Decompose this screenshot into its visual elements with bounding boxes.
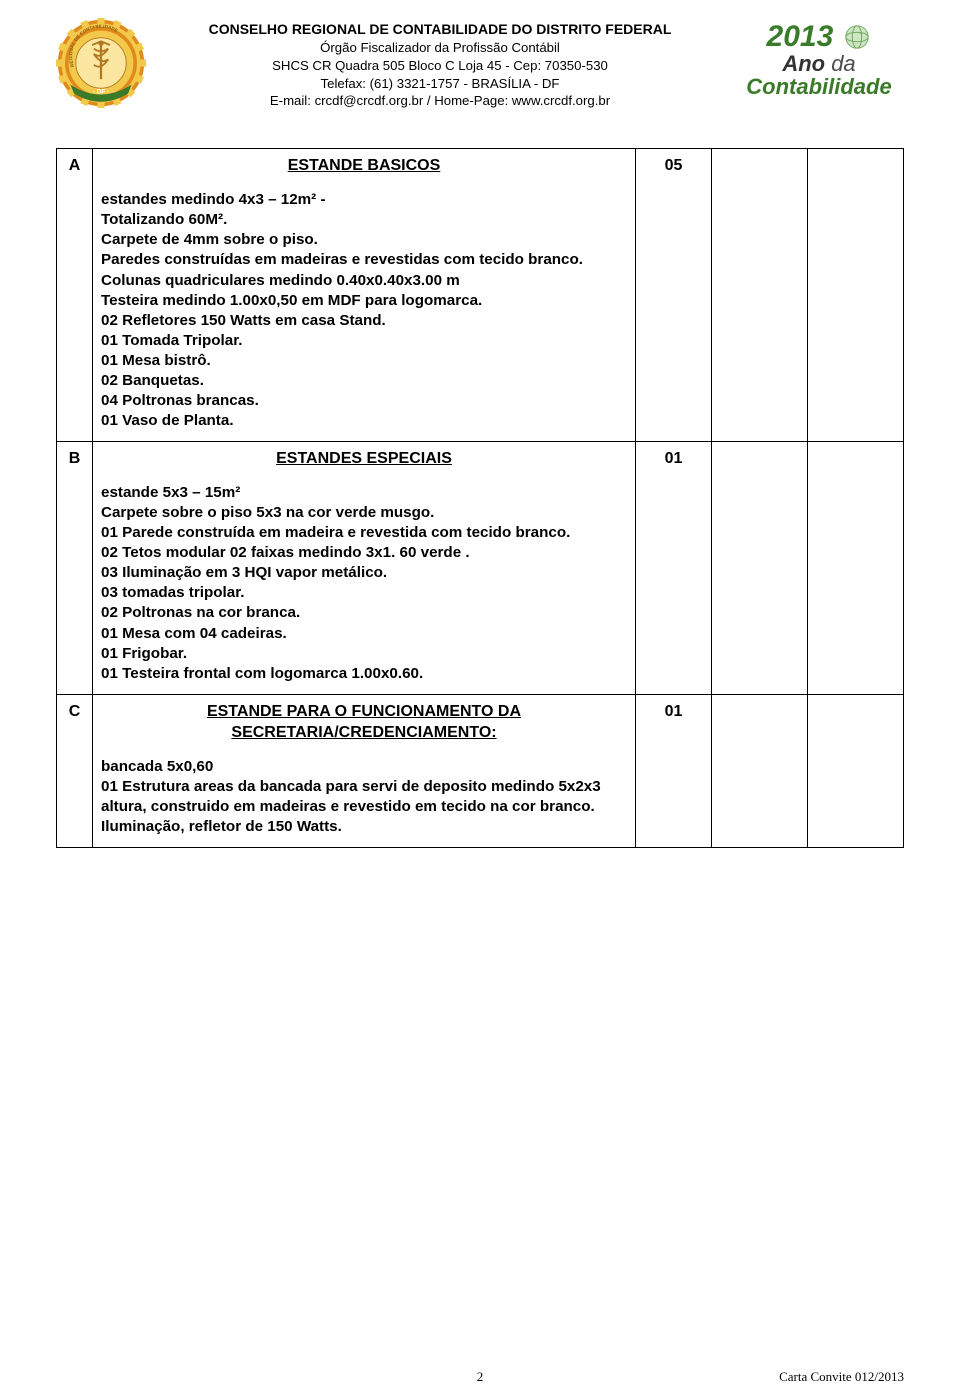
crc-df-seal-logo: · DF · REGIONAL DE CONTABILIDADE bbox=[56, 18, 146, 108]
row-body-line: 03 Iluminação em 3 HQI vapor metálico. bbox=[101, 563, 627, 583]
row-description: ESTANDE BASICOS estandes medindo 4x3 – 12… bbox=[93, 149, 636, 442]
row-description: ESTANDES ESPECIAIS estande 5x3 – 15m²Carp… bbox=[93, 442, 636, 695]
row-body-line: Carpete de 4mm sobre o piso. bbox=[101, 230, 627, 250]
row-qty: 01 bbox=[636, 694, 712, 847]
row-body: estande 5x3 – 15m²Carpete sobre o piso 5… bbox=[101, 483, 627, 684]
row-body-line: 03 tomadas tripolar. bbox=[101, 583, 627, 603]
row-empty-col-1 bbox=[712, 442, 808, 695]
row-body-line: Colunas quadriculares medindo 0.40x0.40x… bbox=[101, 271, 627, 291]
year-2013: 2013 bbox=[767, 22, 834, 52]
org-name: CONSELHO REGIONAL DE CONTABILIDADE DO DI… bbox=[160, 20, 720, 39]
org-phone: Telefax: (61) 3321-1757 - BRASÍLIA - DF bbox=[160, 75, 720, 93]
page-number: 2 bbox=[477, 1369, 484, 1385]
row-body-line: 01 Mesa com 04 cadeiras. bbox=[101, 624, 627, 644]
row-body-line: Totalizando 60M². bbox=[101, 210, 627, 230]
table-row: CESTANDE PARA O FUNCIONAMENTO DA SECRETA… bbox=[57, 694, 904, 847]
globe-icon bbox=[843, 23, 871, 51]
row-body-line: 02 Banquetas. bbox=[101, 371, 627, 391]
document-header: · DF · REGIONAL DE CONTABILIDADE bbox=[56, 18, 904, 110]
row-body-line: Iluminação, refletor de 150 Watts. bbox=[101, 817, 627, 837]
row-title: ESTANDES ESPECIAIS bbox=[101, 448, 627, 469]
row-body-line: 01 Parede construída em madeira e revest… bbox=[101, 523, 627, 543]
row-body-line: 02 Poltronas na cor branca. bbox=[101, 603, 627, 623]
org-subtitle: Órgão Fiscalizador da Profissão Contábil bbox=[160, 39, 720, 57]
row-body-line: Paredes construídas em madeiras e revest… bbox=[101, 250, 627, 270]
ano-contabilidade-logo: 2013 Ano da Contabilidade bbox=[734, 18, 904, 98]
table-row: B ESTANDES ESPECIAIS estande 5x3 – 15m²Car… bbox=[57, 442, 904, 695]
row-body-line: estandes medindo 4x3 – 12m² - bbox=[101, 190, 627, 210]
row-empty-col-2 bbox=[808, 442, 904, 695]
row-body-line: 02 Tetos modular 02 faixas medindo 3x1. … bbox=[101, 543, 627, 563]
footer-reference: Carta Convite 012/2013 bbox=[779, 1369, 904, 1385]
ano-da: da bbox=[825, 51, 856, 76]
row-title: ESTANDE PARA O FUNCIONAMENTO DA SECRETAR… bbox=[101, 701, 627, 743]
ano-da-text: Ano da bbox=[734, 52, 904, 75]
row-body-line: 01 Mesa bistrô. bbox=[101, 351, 627, 371]
row-body-line: 01 Frigobar. bbox=[101, 644, 627, 664]
row-qty: 05 bbox=[636, 149, 712, 442]
row-empty-col-1 bbox=[712, 694, 808, 847]
table-row: A ESTANDE BASICOS estandes medindo 4x3 – 1… bbox=[57, 149, 904, 442]
row-qty: 01 bbox=[636, 442, 712, 695]
ano-bold: Ano bbox=[782, 51, 825, 76]
letterhead-text: CONSELHO REGIONAL DE CONTABILIDADE DO DI… bbox=[160, 18, 720, 110]
row-body-line: Carpete sobre o piso 5x3 na cor verde mu… bbox=[101, 503, 627, 523]
org-contact: E-mail: crcdf@crcdf.org.br / Home-Page: … bbox=[160, 92, 720, 110]
row-title: ESTANDE BASICOS bbox=[101, 155, 627, 176]
row-letter: B bbox=[57, 442, 93, 695]
row-empty-col-2 bbox=[808, 694, 904, 847]
row-body-line: Testeira medindo 1.00x0,50 em MDF para l… bbox=[101, 291, 627, 311]
row-body: bancada 5x0,6001 Estrutura areas da banc… bbox=[101, 757, 627, 837]
row-empty-col-2 bbox=[808, 149, 904, 442]
row-body-line: 01 Testeira frontal com logomarca 1.00x0… bbox=[101, 664, 627, 684]
estandes-table: A ESTANDE BASICOS estandes medindo 4x3 – 1… bbox=[56, 148, 904, 848]
row-body-line: 01 Estrutura areas da bancada para servi… bbox=[101, 777, 627, 817]
org-address: SHCS CR Quadra 505 Bloco C Loja 45 - Cep… bbox=[160, 57, 720, 75]
contabilidade-text: Contabilidade bbox=[734, 75, 904, 98]
row-body-line: 01 Vaso de Planta. bbox=[101, 411, 627, 431]
row-body-line: 04 Poltronas brancas. bbox=[101, 391, 627, 411]
row-body-line: estande 5x3 – 15m² bbox=[101, 483, 627, 503]
row-body-line: 01 Tomada Tripolar. bbox=[101, 331, 627, 351]
row-letter: A bbox=[57, 149, 93, 442]
row-letter: C bbox=[57, 694, 93, 847]
row-body-line: bancada 5x0,60 bbox=[101, 757, 627, 777]
row-empty-col-1 bbox=[712, 149, 808, 442]
row-body: estandes medindo 4x3 – 12m² -Totalizando… bbox=[101, 190, 627, 431]
row-body-line: 02 Refletores 150 Watts em casa Stand. bbox=[101, 311, 627, 331]
svg-text:· DF ·: · DF · bbox=[93, 89, 109, 96]
row-description: ESTANDE PARA O FUNCIONAMENTO DA SECRETAR… bbox=[93, 694, 636, 847]
